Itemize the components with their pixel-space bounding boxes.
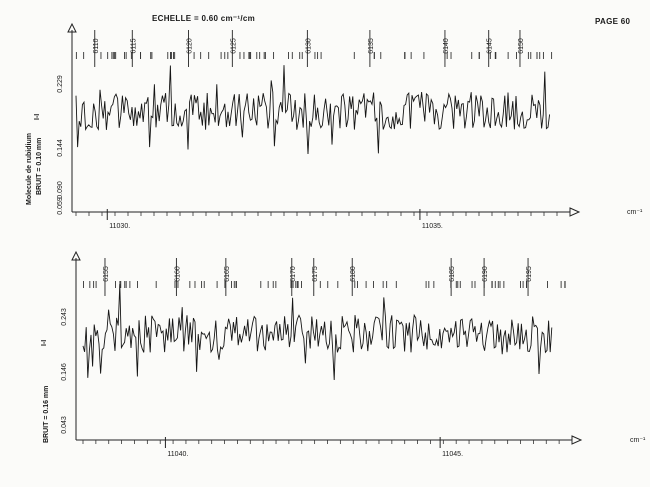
line-number-label: 6155 xyxy=(103,266,110,282)
x-axis-arrow-icon xyxy=(569,207,581,217)
line-number-label: 6160 xyxy=(174,266,181,282)
x-tick-label: 11030. xyxy=(109,223,130,230)
y-axis-arrow-icon xyxy=(67,22,77,33)
y-tick-label: 0.043 xyxy=(61,416,68,434)
y-axis-arrow-icon xyxy=(71,250,81,261)
line-number-label: 6120 xyxy=(187,38,194,54)
line-number-label: 6130 xyxy=(305,38,312,54)
line-number-label: 6175 xyxy=(312,266,319,282)
x-tick-label: 11035. xyxy=(422,223,443,230)
x-unit-1: cm⁻¹ xyxy=(627,209,643,216)
line-number-label: 6145 xyxy=(487,38,494,54)
page-number: PAGE 60 xyxy=(595,17,631,26)
line-number-label: 6135 xyxy=(368,38,375,54)
y-tick-label: 0.059 xyxy=(57,197,64,215)
x-axis-arrow-icon xyxy=(571,435,583,445)
line-number-label: 6170 xyxy=(290,266,297,282)
y-tick-label: 0.090 xyxy=(57,181,64,199)
line-number-label: 6115 xyxy=(130,38,137,53)
line-number-label: 6165 xyxy=(224,266,231,282)
line-number-label: 6150 xyxy=(518,38,525,54)
spectrum-trace-2 xyxy=(82,284,553,381)
line-number-label: 6140 xyxy=(443,38,450,54)
y-tick-label: 0.243 xyxy=(61,308,68,326)
line-number-label: 6185 xyxy=(449,266,456,282)
y-tick-label: 0.144 xyxy=(57,139,64,157)
line-number-label: 6195 xyxy=(526,266,533,282)
scale-label: ECHELLE = 0.60 cm⁻¹/cm xyxy=(152,14,256,23)
y-tick-label: 0.146 xyxy=(61,363,68,381)
line-number-label: 6190 xyxy=(482,266,489,282)
x-tick-label: 11040. xyxy=(167,451,188,458)
x-tick-label: 11045. xyxy=(442,451,463,458)
line-number-label: 6125 xyxy=(230,38,237,54)
spectrum-trace-1 xyxy=(75,65,551,155)
y-tick-label: 0.229 xyxy=(57,75,64,93)
line-number-label: 6180 xyxy=(350,266,357,282)
x-unit-2: cm⁻¹ xyxy=(630,437,646,444)
line-number-label: 6110 xyxy=(93,38,100,53)
